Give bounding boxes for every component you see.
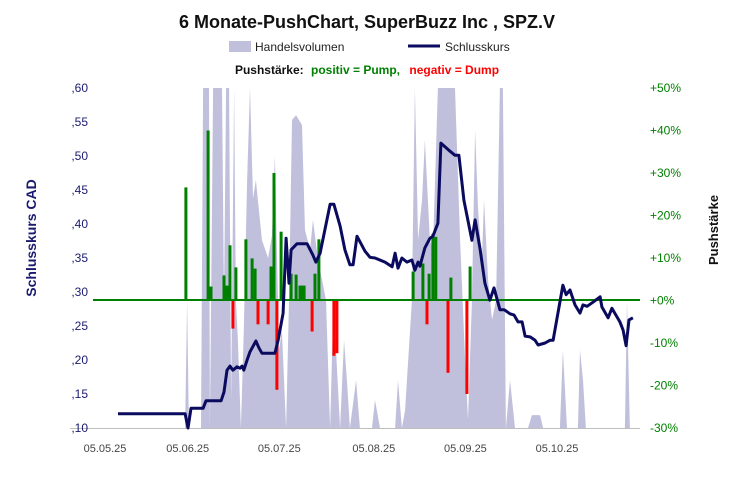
- pump-bar: [244, 239, 248, 301]
- dump-bar: [425, 300, 429, 325]
- y-right-tick-label: +10%: [650, 251, 681, 265]
- push-subtitle-negative: negativ = Dump: [409, 63, 499, 77]
- legend: Handelsvolumen Schlusskurs: [229, 40, 510, 54]
- dump-bar: [335, 300, 339, 354]
- pump-bar: [279, 231, 283, 301]
- y-left-tick-label: ,15: [71, 387, 88, 401]
- y-right-tick-label: +50%: [650, 81, 681, 95]
- dump-bar: [332, 300, 336, 356]
- x-tick-label: 05.08.25: [352, 443, 395, 455]
- pump-bar: [184, 187, 188, 301]
- volume-polygon: [185, 88, 630, 428]
- pump-bar: [222, 275, 226, 301]
- y-left-tick-label: ,30: [71, 285, 88, 299]
- pump-bar: [298, 285, 302, 301]
- volume-area: [185, 88, 630, 428]
- x-tick-label: 05.06.25: [166, 443, 209, 455]
- y-left-tick-label: ,55: [71, 115, 88, 129]
- x-tick-label: 05.05.25: [84, 443, 127, 455]
- x-axis-ticks: 05.05.25 05.06.25 05.07.25 05.08.25 05.09.25…: [84, 443, 579, 455]
- pump-bar: [313, 273, 317, 301]
- pump-bar: [272, 173, 276, 301]
- pump-bar: [300, 285, 304, 301]
- pump-bar: [228, 245, 232, 301]
- chart-title: 6 Monate-PushChart, SuperBuzz Inc , SPZ.…: [179, 12, 555, 32]
- pump-bar: [434, 236, 438, 301]
- y-right-tick-label: +0%: [650, 294, 675, 308]
- pump-bar: [289, 273, 293, 301]
- legend-volume-swatch: [229, 41, 251, 52]
- x-tick-label: 05.09.25: [444, 443, 487, 455]
- dump-bar: [266, 300, 270, 325]
- push-subtitle-positive: positiv = Pump,: [311, 63, 400, 77]
- pump-bar: [253, 268, 257, 301]
- y-left-tick-label: ,35: [71, 251, 88, 265]
- x-tick-label: 05.10.25: [536, 443, 579, 455]
- price-polyline: [118, 141, 634, 430]
- dump-bar: [310, 300, 314, 332]
- dump-bar: [231, 300, 235, 329]
- y-left-tick-label: ,10: [71, 421, 88, 435]
- y-right-tick-label: +20%: [650, 209, 681, 223]
- y-right-tick-label: +30%: [650, 166, 681, 180]
- legend-volume-label: Handelsvolumen: [255, 40, 344, 54]
- y-axis-right-ticks: -30% -20% -10% +0% +10% +20% +30% +40% +50%: [650, 81, 681, 435]
- pump-bar: [206, 130, 210, 301]
- pump-bar: [250, 258, 254, 301]
- pump-bar: [225, 285, 229, 301]
- push-subtitle-prefix: Pushstärke:: [235, 63, 304, 77]
- pump-bar: [421, 263, 425, 301]
- y-left-tick-label: ,20: [71, 353, 88, 367]
- x-tick-label: 05.07.25: [258, 443, 301, 455]
- pump-bar: [431, 233, 435, 301]
- pump-bar: [427, 273, 431, 301]
- y-axis-right-title: Pushstärke: [706, 195, 721, 265]
- pump-bar: [317, 239, 321, 301]
- dump-bar: [465, 300, 469, 394]
- price-line: [118, 141, 634, 430]
- y-right-tick-label: -20%: [650, 379, 678, 393]
- pump-bar: [234, 267, 238, 301]
- pump-bar: [209, 286, 213, 301]
- pump-bar: [302, 285, 306, 301]
- y-left-tick-label: ,25: [71, 319, 88, 333]
- dump-bar: [256, 300, 260, 325]
- y-right-tick-label: -30%: [650, 421, 678, 435]
- y-left-tick-label: ,45: [71, 183, 88, 197]
- push-subtitle: Pushstärke: positiv = Pump, negativ = Du…: [235, 63, 499, 77]
- y-right-tick-label: -10%: [650, 336, 678, 350]
- y-left-tick-label: ,60: [71, 81, 88, 95]
- pump-bar: [294, 274, 298, 301]
- y-axis-left-ticks: ,10 ,15 ,20 ,25 ,30 ,35 ,40 ,45 ,50 ,55 ,60: [71, 81, 88, 435]
- pump-bar: [411, 271, 415, 301]
- dump-bar: [446, 300, 450, 373]
- legend-price-label: Schlusskurs: [445, 40, 510, 54]
- pump-bar: [468, 266, 472, 301]
- pump-bar: [449, 277, 453, 301]
- pump-bar: [269, 266, 273, 301]
- y-left-tick-label: ,40: [71, 217, 88, 231]
- y-left-tick-label: ,50: [71, 149, 88, 163]
- y-right-tick-label: +40%: [650, 124, 681, 138]
- y-axis-left-title: Schlusskurs CAD: [23, 179, 39, 296]
